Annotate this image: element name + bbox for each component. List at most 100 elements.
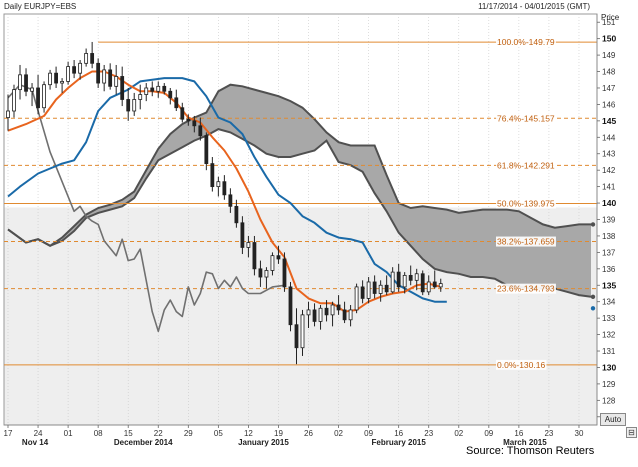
- candle-down: [162, 85, 167, 92]
- x-tick-label: 30: [575, 429, 584, 438]
- candle-down: [228, 194, 233, 207]
- candle-down: [312, 309, 317, 322]
- indicator-lines: [7, 70, 447, 333]
- candle-down: [90, 53, 95, 64]
- candle-down: [276, 255, 281, 260]
- candle-up: [66, 66, 71, 82]
- fib-label: 23.6%-134.793: [497, 284, 555, 294]
- candle-up: [78, 62, 83, 74]
- price-axis-title: Price: [601, 13, 620, 22]
- candle-down: [420, 273, 425, 293]
- x-tick-label: 09: [484, 429, 493, 438]
- y-tick-label: 143: [602, 150, 616, 159]
- senkou-span-b: [7, 128, 592, 298]
- candle-up: [102, 69, 107, 84]
- candle-up: [366, 281, 371, 299]
- candle-up: [390, 271, 395, 293]
- zoom-toggle-icon[interactable]: ⊟: [626, 427, 637, 438]
- candle-up: [330, 304, 335, 316]
- fib-label: 76.4%-145.157: [497, 113, 555, 123]
- candle-up: [306, 309, 311, 316]
- auto-scale-button[interactable]: Auto: [600, 413, 626, 426]
- x-tick-label: 24: [34, 429, 43, 438]
- candle-down: [324, 307, 329, 316]
- candle-down: [72, 66, 77, 74]
- x-tick-label: 19: [274, 429, 283, 438]
- x-tick-label: 29: [184, 429, 193, 438]
- candle-down: [396, 271, 401, 288]
- fib-label: 61.8%-142.291: [497, 160, 555, 170]
- candle-up: [264, 270, 269, 278]
- candle-down: [342, 309, 347, 321]
- candle-up: [138, 94, 143, 100]
- x-tick-label: 12: [244, 429, 253, 438]
- cloud-area: [8, 84, 591, 297]
- fib-label-bg: [496, 198, 556, 209]
- x-tick-label: 15: [124, 429, 133, 438]
- time-axis[interactable]: 17 24 01 08 15 22 29 05 12 19 26 02 09 16 23 02 09 16 23 30…: [4, 424, 597, 447]
- y-tick-label: 129: [602, 380, 616, 389]
- candle-down: [210, 163, 215, 188]
- y-tick-label: 136: [602, 265, 616, 274]
- candle-up: [114, 76, 119, 87]
- candle-down: [174, 97, 179, 109]
- candle-down: [384, 284, 389, 293]
- candle-up: [30, 87, 34, 92]
- x-tick-label: 23: [424, 429, 433, 438]
- y-tick-label: 150: [602, 34, 616, 44]
- date-range: 11/17/2014 - 04/01/2015 (GMT): [478, 2, 590, 11]
- candle-up: [402, 274, 407, 288]
- x-month-label: December 2014: [114, 438, 173, 447]
- source-credit: Source: Thomson Reuters: [466, 445, 595, 457]
- candle-down: [240, 222, 245, 248]
- candle-down: [126, 99, 131, 112]
- candle-up: [18, 74, 22, 91]
- fib-label-bg: [496, 283, 556, 294]
- x-tick-label: 02: [334, 429, 343, 438]
- x-tick-label: 08: [94, 429, 103, 438]
- y-tick-label: 147: [602, 84, 616, 93]
- y-tick-label: 149: [602, 51, 616, 60]
- candle-up: [414, 273, 419, 281]
- candle-down: [192, 120, 197, 127]
- candle-down: [180, 107, 185, 120]
- y-tick-label: 146: [602, 100, 616, 109]
- y-tick-label: 138: [602, 232, 616, 241]
- kijun-line: [7, 77, 447, 303]
- y-tick-label: 137: [602, 248, 616, 257]
- fib-label-bg: [496, 113, 556, 124]
- candle-down: [234, 205, 239, 224]
- fib-label: 0.0%-130.16: [497, 360, 545, 370]
- candle-down: [186, 118, 191, 122]
- candle-up: [48, 72, 52, 86]
- fib-label: 38.2%-137.659: [497, 237, 555, 247]
- x-month-label: March 2015: [503, 438, 547, 447]
- candle-up: [42, 84, 46, 109]
- x-tick-label: 26: [304, 429, 313, 438]
- candle-down: [204, 135, 209, 165]
- candle-up: [318, 307, 323, 322]
- y-tick-label: 141: [602, 183, 616, 192]
- candle-down: [24, 74, 28, 92]
- candle-down: [54, 72, 58, 84]
- fib-label-bg: [496, 160, 556, 171]
- candle-up: [60, 81, 64, 84]
- fib-label: 50.0%-139.975: [497, 198, 555, 208]
- price-axis[interactable]: 1271281291301311321331341351361371381391…: [596, 14, 616, 425]
- candle-down: [372, 281, 377, 294]
- candle-up: [426, 281, 431, 293]
- candle-up: [144, 87, 149, 95]
- candle-up: [246, 242, 251, 248]
- y-tick-label: 151: [602, 18, 616, 27]
- candle-down: [282, 258, 287, 288]
- x-tick-label: 16: [394, 429, 403, 438]
- candle-up: [300, 314, 305, 349]
- right-edge-markers: [590, 222, 596, 311]
- candle-up: [216, 181, 221, 188]
- x-tick-label: 17: [4, 429, 13, 438]
- candle-down: [96, 62, 101, 84]
- candle-up: [156, 85, 161, 92]
- candle-up: [354, 286, 359, 311]
- x-tick-label: 02: [454, 429, 463, 438]
- edge-marker: [590, 294, 596, 299]
